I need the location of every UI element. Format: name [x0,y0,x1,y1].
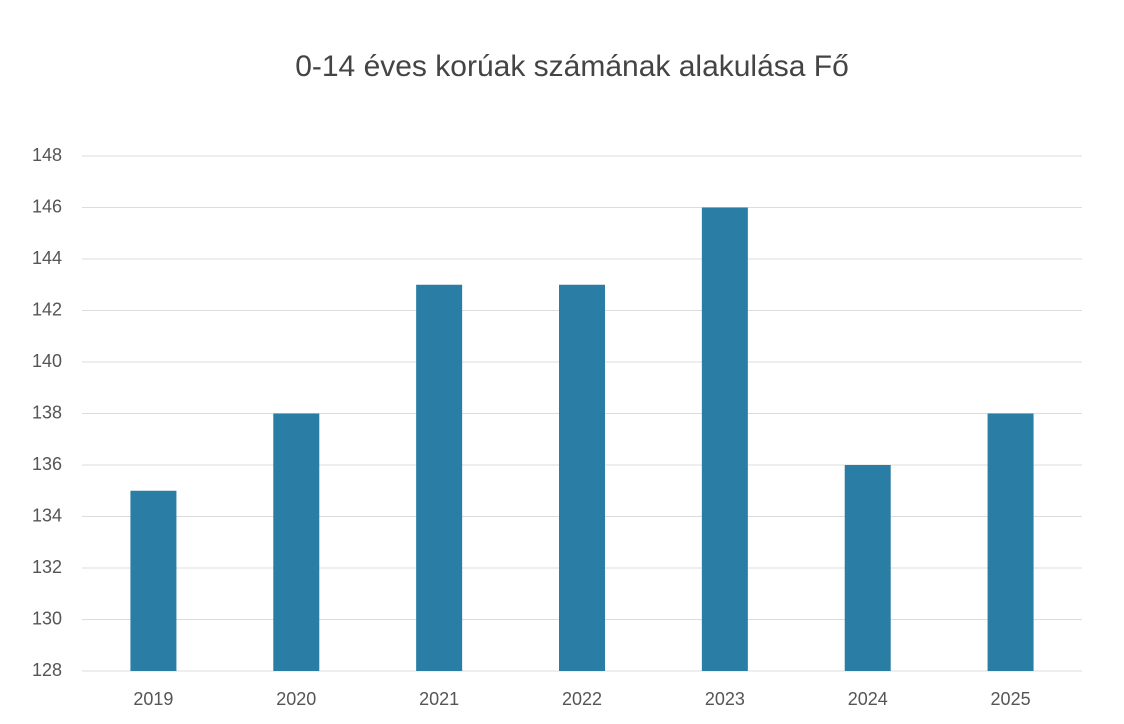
x-tick-label: 2021 [419,689,459,709]
y-tick-label: 146 [32,196,62,216]
y-tick-label: 132 [32,557,62,577]
y-tick-label: 148 [32,145,62,165]
y-tick-label: 134 [32,505,62,525]
x-tick-label: 2019 [133,689,173,709]
x-tick-label: 2020 [276,689,316,709]
x-tick-label: 2023 [705,689,745,709]
x-tick-label: 2025 [991,689,1031,709]
y-tick-label: 142 [32,299,62,319]
y-tick-label: 130 [32,608,62,628]
chart-title: 0-14 éves korúak számának alakulása Fő [295,50,849,83]
bar [130,490,177,671]
y-tick-label: 136 [32,454,62,474]
bar [559,284,605,671]
x-tick-label: 2024 [848,689,888,709]
y-tick-label: 144 [32,248,62,268]
bar [701,207,748,671]
bar [416,284,463,671]
y-tick-label: 128 [32,660,62,680]
y-tick-label: 138 [32,402,62,422]
y-tick-label: 140 [32,351,62,371]
bar [844,465,891,671]
bar [987,413,1034,671]
x-tick-label: 2022 [562,689,602,709]
bar [273,413,320,671]
